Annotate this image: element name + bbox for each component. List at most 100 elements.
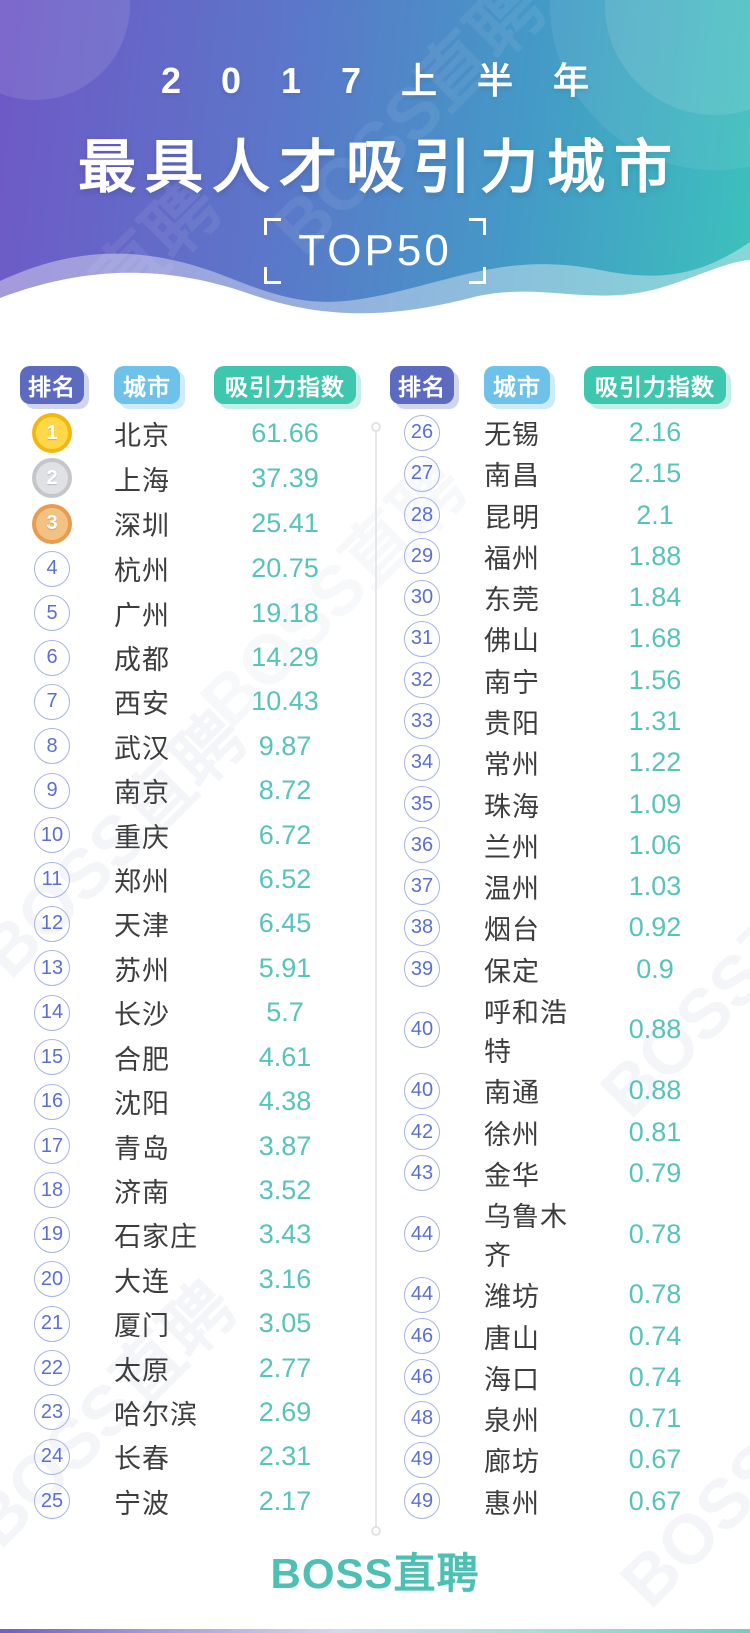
index-value: 0.67 <box>628 1485 682 1516</box>
city-name: 长沙 <box>114 1000 170 1031</box>
page-title: 最具人才吸引力城市 <box>77 135 681 200</box>
rank-circle-badge: 5 <box>34 595 70 632</box>
index-value: 0.67 <box>628 1444 682 1475</box>
city-name: 上海 <box>114 465 170 496</box>
footer: BOSS直聘 <box>0 1511 750 1629</box>
bracket-corner-icon <box>468 218 486 235</box>
ranking-columns: 排名 城市 吸引力指数 1 北京 61.66 2 上海 37.39 3 深圳 25.41 4 杭州 2… <box>20 365 750 1536</box>
rank-circle-badge: 7 <box>34 683 70 720</box>
table-row: 30 东莞 1.84 <box>390 578 730 617</box>
city-name: 济南 <box>114 1177 170 1208</box>
table-row: 42 徐州 0.81 <box>390 1113 730 1152</box>
city-name: 太原 <box>114 1355 170 1386</box>
rank-circle-badge: 40 <box>404 1011 440 1048</box>
rank-circle-badge: 46 <box>404 1318 440 1355</box>
index-value: 6.52 <box>258 864 312 895</box>
table-row: 4 杭州 20.75 <box>20 549 360 588</box>
index-value: 3.16 <box>258 1263 312 1294</box>
city-name: 廊坊 <box>484 1447 540 1478</box>
city-name: 昆明 <box>484 502 540 533</box>
city-name: 沈阳 <box>114 1089 170 1120</box>
index-value: 1.84 <box>628 582 682 613</box>
rank-circle-badge: 19 <box>34 1216 70 1253</box>
rank-circle-badge: 22 <box>34 1350 70 1387</box>
index-value: 6.45 <box>258 908 312 939</box>
table-row: 15 合肥 4.61 <box>20 1038 360 1077</box>
index-value: 0.78 <box>628 1218 682 1249</box>
index-value: 5.7 <box>266 997 304 1028</box>
index-value: 0.78 <box>628 1279 682 1310</box>
table-row: 19 石家庄 3.43 <box>20 1215 360 1254</box>
city-name: 常州 <box>484 750 540 781</box>
table-row: 32 南宁 1.56 <box>390 661 730 700</box>
table-row: 35 珠海 1.09 <box>390 785 730 824</box>
index-value: 10.43 <box>251 686 319 717</box>
rank-circle-badge: 49 <box>404 1441 440 1478</box>
rank-circle-badge: 30 <box>404 579 440 616</box>
city-name: 温州 <box>484 874 540 905</box>
city-name: 深圳 <box>114 511 170 542</box>
bottom-gradient-bar <box>0 1629 750 1633</box>
rank-circle-badge: 44 <box>404 1216 440 1253</box>
index-value: 2.31 <box>258 1441 312 1472</box>
rank-circle-badge: 35 <box>404 786 440 823</box>
index-value: 19.18 <box>251 597 319 628</box>
index-value: 61.66 <box>251 417 319 448</box>
index-value: 2.1 <box>636 499 674 530</box>
ranking-column-right: 排名 城市 吸引力指数 26 无锡 2.16 27 南昌 2.15 28 昆明 2.1 29 福州 1… <box>390 365 730 1521</box>
index-value: 1.09 <box>628 788 682 819</box>
table-row: 48 泉州 0.71 <box>390 1399 730 1438</box>
rank-circle-badge: 49 <box>404 1483 440 1520</box>
city-name: 杭州 <box>114 556 170 587</box>
rank-circle-badge: 26 <box>404 414 440 451</box>
index-value: 0.92 <box>628 912 682 943</box>
table-row: 49 惠州 0.67 <box>390 1482 730 1521</box>
table-row: 3 深圳 25.41 <box>20 503 360 544</box>
index-value: 4.61 <box>258 1041 312 1072</box>
city-name: 贵阳 <box>484 708 540 739</box>
rank-circle-badge: 11 <box>34 861 70 898</box>
rank-circle-badge: 6 <box>34 639 70 676</box>
table-row: 33 贵阳 1.31 <box>390 702 730 741</box>
table-row: 12 天津 6.45 <box>20 904 360 943</box>
index-value: 37.39 <box>251 462 319 493</box>
index-value: 9.87 <box>258 730 312 761</box>
rank-circle-badge: 23 <box>34 1394 70 1431</box>
rank-circle-badge: 38 <box>404 909 440 946</box>
rank-circle-badge: 27 <box>404 455 440 492</box>
index-value: 1.06 <box>628 829 682 860</box>
hero-banner: BOSS直聘 BOSS直聘 2017上半年 最具人才吸引力城市 TOP50 <box>0 0 750 345</box>
index-value: 1.03 <box>628 871 682 902</box>
index-value: 1.22 <box>628 747 682 778</box>
city-name: 南通 <box>484 1078 540 1109</box>
index-value: 1.31 <box>628 705 682 736</box>
index-value: 25.41 <box>251 508 319 539</box>
city-name: 长春 <box>114 1444 170 1475</box>
city-name: 惠州 <box>484 1488 540 1519</box>
city-name: 厦门 <box>114 1311 170 1342</box>
city-name: 广州 <box>114 600 170 631</box>
top50-badge: TOP50 <box>264 218 486 284</box>
index-value: 2.77 <box>258 1352 312 1383</box>
rank-circle-badge: 10 <box>34 817 70 854</box>
city-name: 潍坊 <box>484 1282 540 1313</box>
table-row: 20 大连 3.16 <box>20 1260 360 1299</box>
table-row: 38 烟台 0.92 <box>390 908 730 947</box>
rank-circle-badge: 21 <box>34 1305 70 1342</box>
table-row: 6 成都 14.29 <box>20 638 360 677</box>
rank-circle-badge: 29 <box>404 538 440 575</box>
table-row: 16 沈阳 4.38 <box>20 1082 360 1121</box>
bracket-corner-icon <box>468 267 486 284</box>
city-name: 烟台 <box>484 915 540 946</box>
index-value: 3.43 <box>258 1219 312 1250</box>
index-value: 2.15 <box>628 458 682 489</box>
table-row: 24 长春 2.31 <box>20 1437 360 1476</box>
index-value: 5.91 <box>258 952 312 983</box>
table-row: 37 温州 1.03 <box>390 867 730 906</box>
city-name: 宁波 <box>114 1488 170 1519</box>
rank-circle-badge: 20 <box>34 1261 70 1298</box>
city-name: 合肥 <box>114 1044 170 1075</box>
rank-circle-badge: 37 <box>404 868 440 905</box>
table-row: 28 昆明 2.1 <box>390 496 730 535</box>
